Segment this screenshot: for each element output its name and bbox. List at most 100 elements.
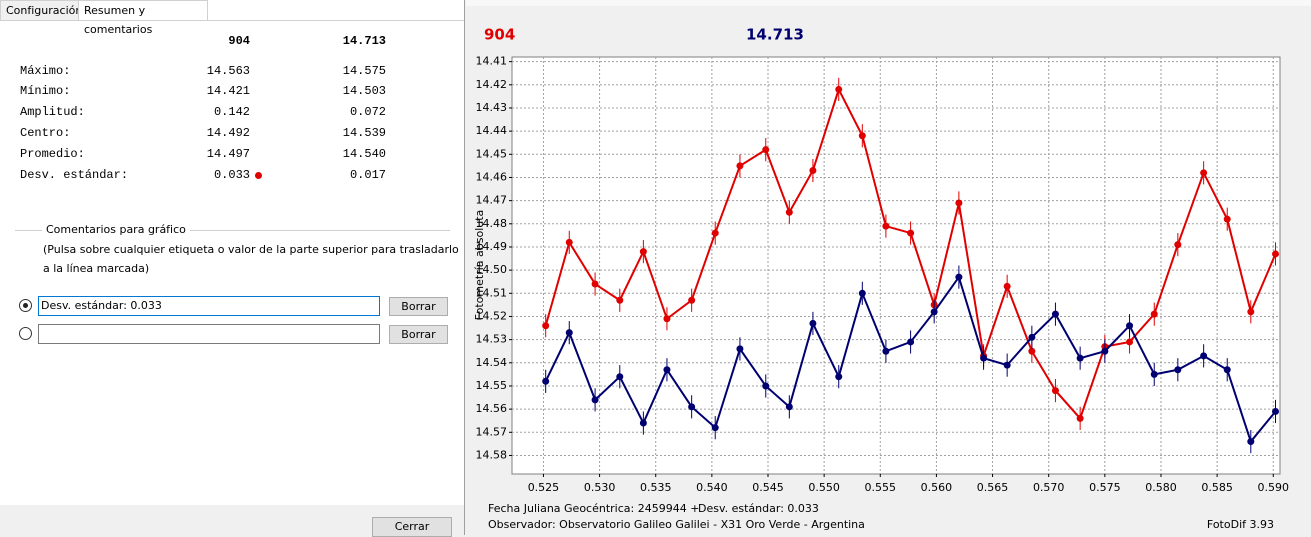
data-point — [1028, 347, 1036, 355]
cell: 14.575 — [342, 64, 386, 78]
data-point — [1200, 352, 1208, 360]
comment-input[interactable]: Desv. estándar: 0.033 — [38, 296, 380, 316]
row-label: Amplitud: — [20, 105, 85, 119]
comment-input[interactable] — [38, 324, 380, 344]
data-point — [1150, 310, 1158, 318]
left-panel: Configuración Resumen y comentarios 904 … — [0, 0, 465, 537]
y-tick-label: 14.46 — [476, 170, 508, 183]
data-point — [762, 382, 770, 390]
clear-button[interactable]: Borrar — [389, 297, 448, 316]
radio-button[interactable] — [19, 327, 32, 340]
x-tick-label: 0.580 — [1145, 481, 1177, 494]
data-point — [565, 238, 573, 246]
data-point — [809, 319, 817, 327]
data-point — [955, 273, 963, 281]
tab-border — [0, 20, 464, 21]
data-point — [1051, 310, 1059, 318]
data-point — [785, 208, 793, 216]
y-tick-label: 14.51 — [476, 286, 508, 299]
data-point — [980, 354, 988, 362]
close-button[interactable]: Cerrar — [372, 517, 452, 537]
clear-button[interactable]: Borrar — [389, 325, 448, 344]
y-tick-label: 14.44 — [476, 124, 508, 137]
data-point — [1223, 366, 1231, 374]
footer-text: Fecha Juliana Geocéntrica: 2459944 + — [488, 502, 699, 515]
data-point — [1247, 308, 1255, 316]
x-tick-label: 0.570 — [1033, 481, 1065, 494]
cell: 0.142 — [213, 105, 250, 119]
cell: 14.540 — [342, 147, 386, 161]
data-point — [785, 403, 793, 411]
tab[interactable]: Resumen y comentarios — [78, 0, 208, 36]
footer-text: FotoDif 3.93 — [1207, 518, 1274, 531]
data-point — [1223, 215, 1231, 223]
column-header: 904 — [228, 34, 250, 48]
y-tick-label: 14.48 — [476, 217, 508, 230]
column-header: 14.713 — [342, 34, 386, 48]
cell: 0.017 — [349, 168, 386, 182]
data-point — [591, 396, 599, 404]
data-point — [882, 347, 890, 355]
y-tick-label: 14.54 — [476, 356, 508, 369]
data-point — [1174, 366, 1182, 374]
y-tick-label: 14.58 — [476, 448, 508, 461]
data-point — [835, 373, 843, 381]
cell: 0.033 — [213, 168, 250, 182]
cell: 14.421 — [206, 84, 250, 98]
cell: 0.072 — [349, 105, 386, 119]
x-tick-label: 0.575 — [1089, 481, 1121, 494]
data-point — [688, 403, 696, 411]
y-tick-label: 14.53 — [476, 333, 508, 346]
data-point — [663, 315, 671, 323]
x-tick-label: 0.540 — [696, 481, 728, 494]
data-point — [711, 424, 719, 432]
x-tick-label: 0.535 — [640, 481, 672, 494]
data-point — [1076, 354, 1084, 362]
y-tick-label: 14.49 — [476, 240, 508, 253]
data-point — [616, 373, 624, 381]
data-point — [1051, 387, 1059, 395]
data-point — [1150, 370, 1158, 378]
footer-text: Observador: Observatorio Galileo Galilei… — [488, 518, 865, 531]
legend-label: 14.713 — [746, 26, 804, 44]
chart: Fotometría absoluta Fecha Juliana Geocén… — [466, 0, 1311, 531]
data-point — [835, 85, 843, 93]
x-tick-label: 0.590 — [1258, 481, 1290, 494]
data-point — [1003, 282, 1011, 290]
x-tick-label: 0.530 — [584, 481, 616, 494]
y-tick-label: 14.55 — [476, 379, 508, 392]
y-tick-label: 14.41 — [476, 55, 508, 68]
data-point — [762, 146, 770, 154]
data-point — [736, 162, 744, 170]
data-point — [565, 329, 573, 337]
plot-area — [511, 56, 1281, 475]
x-tick-label: 0.550 — [808, 481, 840, 494]
data-point — [1272, 407, 1280, 415]
row-label: Mínimo: — [20, 84, 71, 98]
data-point — [1126, 338, 1134, 346]
data-point — [1126, 322, 1134, 330]
data-point — [639, 419, 647, 427]
data-point — [616, 296, 624, 304]
x-tick-label: 0.565 — [977, 481, 1009, 494]
y-axis-label: Fotometría absoluta — [473, 210, 486, 321]
cell: 14.497 — [206, 147, 250, 161]
radio-button[interactable] — [19, 299, 32, 312]
group-title: Comentarios para gráfico — [42, 223, 190, 236]
tab[interactable]: Configuración — [0, 0, 82, 21]
data-point — [809, 167, 817, 175]
help-text: (Pulsa sobre cualquier etiqueta o valor … — [43, 243, 459, 256]
data-point — [1272, 250, 1280, 258]
data-point — [542, 322, 550, 330]
top-tabs-strip — [466, 0, 1311, 6]
data-point — [930, 308, 938, 316]
x-tick-label: 0.560 — [921, 481, 953, 494]
y-tick-label: 14.56 — [476, 402, 508, 415]
data-point — [542, 377, 550, 385]
data-point — [688, 296, 696, 304]
x-tick-label: 0.545 — [752, 481, 784, 494]
cell: 14.492 — [206, 126, 250, 140]
y-tick-label: 14.57 — [476, 425, 508, 438]
data-point — [1174, 241, 1182, 249]
group-line — [15, 230, 450, 231]
